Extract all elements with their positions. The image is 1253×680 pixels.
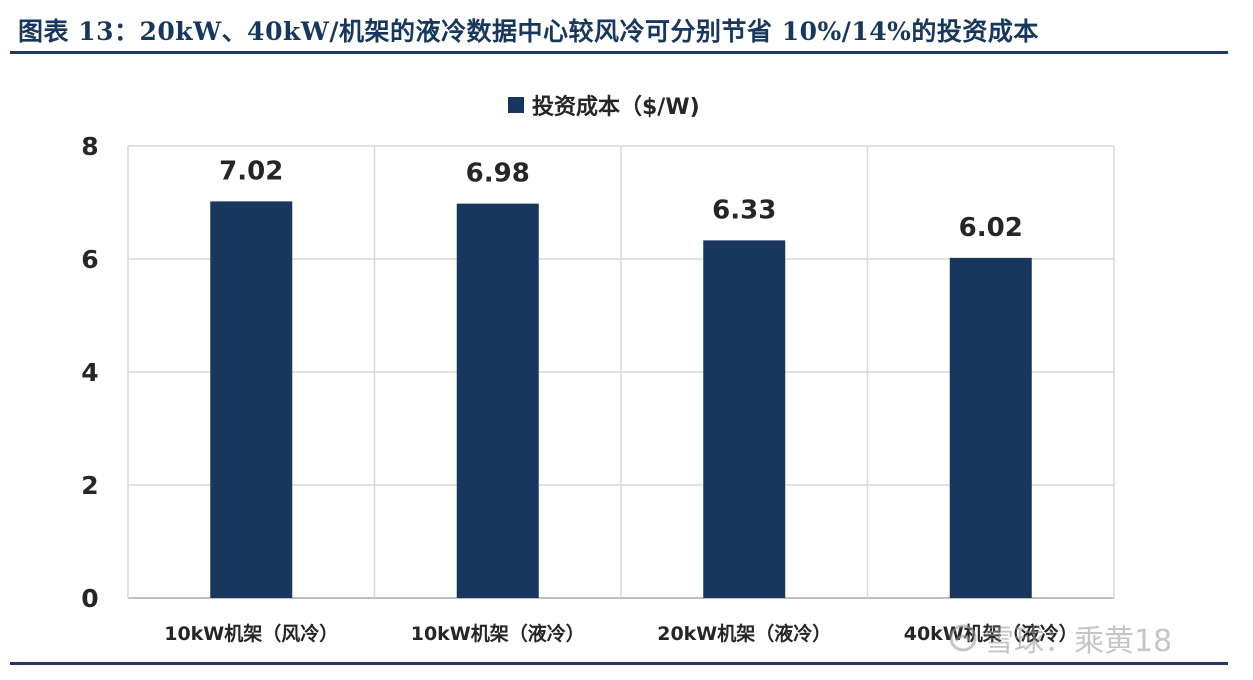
y-tick-label: 8: [81, 132, 98, 161]
legend: 投资成本（$/W): [508, 95, 700, 120]
figure-title-row: 图表 13：20kW、40kW/机架的液冷数据中心较风冷可分别节省 10%/14…: [18, 10, 1228, 50]
snowball-logo-icon: [949, 624, 977, 652]
data-label: 6.02: [959, 213, 1023, 243]
y-tick-label: 4: [81, 358, 98, 387]
y-axis-ticks: 0 2 4 6 8: [81, 132, 98, 613]
bar: [456, 203, 539, 598]
figure-title: 图表 13：20kW、40kW/机架的液冷数据中心较风冷可分别节省 10%/14…: [18, 17, 1039, 46]
data-label: 7.02: [219, 156, 283, 186]
data-labels: 7.02 6.98 6.33 6.02: [219, 156, 1023, 243]
legend-swatch: [508, 97, 524, 113]
grid-lines: [127, 145, 1115, 599]
bottom-rule: [10, 662, 1228, 665]
x-tick-label: 10kW机架（风冷）: [164, 622, 338, 645]
title-rule: [10, 51, 1228, 54]
data-label: 6.98: [466, 159, 530, 189]
y-tick-label: 0: [81, 584, 98, 613]
bar: [703, 240, 786, 599]
x-tick-label: 10kW机架（液冷）: [411, 622, 585, 645]
y-tick-label: 2: [81, 471, 98, 500]
legend-label: 投资成本（$/W): [532, 95, 700, 120]
bar: [949, 257, 1032, 598]
x-axis-ticks: 10kW机架（风冷） 10kW机架（液冷） 20kW机架（液冷） 40kW机架（液冷）: [164, 622, 1078, 645]
x-tick-label: 40kW机架（液冷）: [904, 622, 1078, 645]
bar: [210, 201, 293, 598]
y-tick-label: 6: [81, 245, 98, 274]
watermark: 雪球：乘黄18: [948, 616, 1172, 660]
watermark-text: 雪球：乘黄18: [984, 624, 1173, 659]
bars: [210, 201, 1032, 599]
x-tick-label: 20kW机架（液冷）: [657, 622, 831, 645]
data-label: 6.33: [712, 195, 776, 225]
